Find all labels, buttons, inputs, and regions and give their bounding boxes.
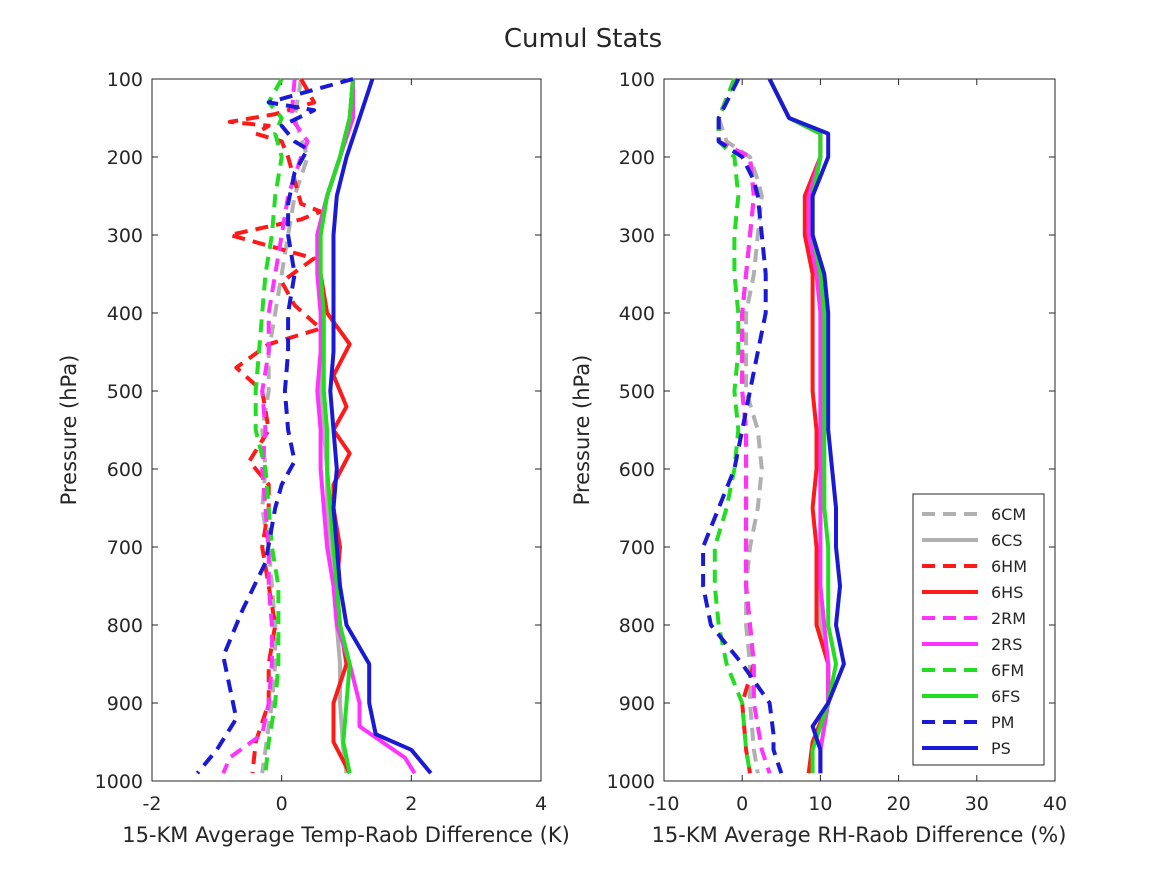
temp-series-6cm (260, 78, 310, 774)
rh-y-tick-label: 100 (619, 69, 655, 91)
rh-y-tick-label: 700 (619, 537, 655, 559)
legend-label-2rm: 2RM (991, 609, 1026, 628)
temp-series-pm (195, 77, 354, 775)
rh-x-tick-label: 10 (808, 793, 832, 815)
temp-series-2rm (221, 78, 310, 774)
rh-x-tick-label: 40 (1043, 793, 1067, 815)
rh-series-2rm (716, 78, 772, 774)
rh-x-tick-label: 30 (965, 793, 989, 815)
temp-x-tick-label: 2 (405, 793, 417, 815)
temp-y-axis-label: Pressure (hPa) (57, 355, 81, 506)
rh-y-tick-label: 600 (619, 459, 655, 481)
temp-y-tick-label: 400 (107, 303, 143, 325)
rh-y-axis-label: Pressure (hPa) (570, 355, 594, 506)
temp-y-tick-label: 100 (107, 69, 143, 91)
temp-x-axis-label: 15-KM Avgerage Temp-Raob Difference (K) (122, 823, 570, 847)
rh-series-6fs (767, 78, 838, 774)
legend-label-6cs: 6CS (991, 531, 1023, 550)
chart-title: Cumul Stats (504, 24, 662, 54)
legend-label-2rs: 2RS (991, 635, 1022, 654)
temp-difference-panel: -2 0 2 4 100 200 300 400 500 600 700 800 900 1000 15-… (57, 69, 570, 847)
rh-series-pm (701, 78, 784, 774)
rh-y-tick-label: 900 (619, 693, 655, 715)
rh-x-tick-label: 0 (736, 793, 748, 815)
rh-y-tick-label: 200 (619, 147, 655, 169)
temp-y-tick-label: 200 (107, 147, 143, 169)
legend-box (912, 493, 1045, 766)
rh-y-tick-label: 400 (619, 303, 655, 325)
legend-label-6cm: 6CM (991, 505, 1026, 524)
temp-y-tick-label: 600 (107, 459, 143, 481)
temp-series-6hm (227, 78, 323, 774)
temp-x-tick-label: 4 (535, 793, 547, 815)
rh-y-tick-label: 800 (619, 615, 655, 637)
rh-x-axis-label: 15-KM Average RH-Raob Difference (%) (652, 823, 1067, 847)
legend-label-6fm: 6FM (991, 661, 1024, 680)
legend-label-6fs: 6FS (991, 687, 1020, 706)
rh-x-tick-label: 20 (887, 793, 911, 815)
temp-y-tick-label: 1000 (95, 771, 143, 793)
legend-label-pm: PM (991, 713, 1014, 732)
temp-series-ps (328, 78, 433, 775)
rh-x-tick-label: -10 (648, 793, 679, 815)
rh-y-tick-label: 300 (619, 225, 655, 247)
chart-legend: 6CM 6CS 6HM 6HS 2RM 2RS 6FM 6FS PM PS (912, 493, 1045, 766)
temp-y-tick-label: 700 (107, 537, 143, 559)
rh-y-tick-label: 500 (619, 381, 655, 403)
temp-series-6fs (318, 78, 355, 774)
temp-y-tick-label: 500 (107, 381, 143, 403)
temp-y-tick-label: 800 (107, 615, 143, 637)
rh-series-6cm (716, 78, 764, 774)
temp-y-tick-label: 900 (107, 693, 143, 715)
rh-series-ps (767, 78, 846, 774)
rh-series-6fm (712, 78, 752, 774)
temp-x-tick-label: 0 (276, 793, 288, 815)
rh-y-tick-label: 1000 (607, 771, 655, 793)
temp-series-6fm (253, 78, 284, 774)
legend-label-6hm: 6HM (991, 557, 1027, 576)
temp-y-tick-label: 300 (107, 225, 143, 247)
legend-label-6hs: 6HS (991, 583, 1023, 602)
legend-label-ps: PS (991, 739, 1011, 758)
temp-plot-area (151, 78, 542, 782)
temp-x-tick-label: -2 (143, 793, 162, 815)
